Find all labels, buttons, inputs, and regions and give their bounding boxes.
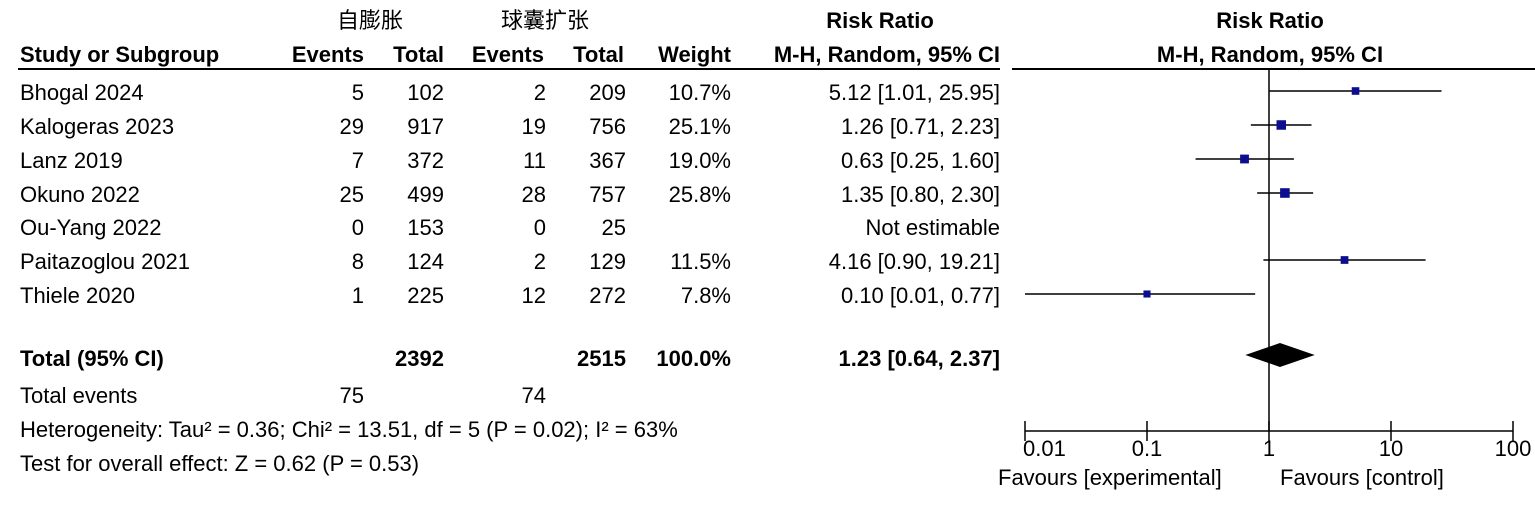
events2-cell: 28 xyxy=(521,182,546,207)
x-tick-label: 0.1 xyxy=(1132,436,1163,461)
effect-marker xyxy=(1351,87,1360,95)
events2-cell: 0 xyxy=(533,215,546,240)
total2-cell: 129 xyxy=(589,249,626,274)
effect-marker xyxy=(1143,290,1151,298)
events1-cell: 8 xyxy=(351,249,364,274)
study-name: Bhogal 2024 xyxy=(20,80,144,105)
total-events2: 74 xyxy=(521,383,546,408)
total-ci: 1.23 [0.64, 2.37] xyxy=(838,346,1000,371)
events2-cell: 12 xyxy=(521,283,546,308)
risk-ratio-table-header: Risk Ratio xyxy=(826,8,934,33)
study-column-header: Study or Subgroup xyxy=(20,42,220,67)
total-label: Total (95% CI) xyxy=(20,346,164,371)
total2-sum: 2515 xyxy=(577,346,626,371)
total2-cell: 756 xyxy=(589,114,626,139)
study-name: Paitazoglou 2021 xyxy=(20,249,191,274)
group1-header: 自膨胀 xyxy=(336,8,403,33)
x-tick-label: 0.01 xyxy=(1023,436,1066,461)
risk-ratio-plot-header: Risk Ratio xyxy=(1216,8,1324,33)
weight-cell: 25.1% xyxy=(668,114,731,139)
total1-sum: 2392 xyxy=(395,346,444,371)
total2-cell: 25 xyxy=(601,215,626,240)
study-name: Thiele 2020 xyxy=(20,283,135,308)
ci-cell: 1.35 [0.80, 2.30] xyxy=(840,182,1000,207)
ci-cell: Not estimable xyxy=(865,215,1000,240)
events2-cell: 11 xyxy=(523,148,546,173)
weight-cell: 11.5% xyxy=(670,249,731,274)
total1-cell: 372 xyxy=(407,148,444,173)
events1-cell: 0 xyxy=(351,215,364,240)
ci-cell: 4.16 [0.90, 19.21] xyxy=(828,249,1000,274)
total-weight: 100.0% xyxy=(656,346,731,371)
events1-cell: 29 xyxy=(339,114,364,139)
overall-effect-text: Test for overall effect: Z = 0.62 (P = 0… xyxy=(20,451,420,476)
plot-header-rule xyxy=(1012,68,1535,70)
group2-header: 球囊扩张 xyxy=(500,8,589,33)
total2-cell: 209 xyxy=(589,80,626,105)
events2-header: Events xyxy=(471,42,544,67)
effect-marker xyxy=(1276,120,1287,130)
ci-cell: 0.10 [0.01, 0.77] xyxy=(840,283,1000,308)
table-header-rule xyxy=(18,68,1000,70)
x-tick-label: 1 xyxy=(1263,436,1275,461)
favours-control-label: Favours [control] xyxy=(1280,465,1444,490)
total2-cell: 272 xyxy=(589,283,626,308)
study-name: Kalogeras 2023 xyxy=(20,114,175,139)
ci-cell: 0.63 [0.25, 1.60] xyxy=(840,148,1000,173)
study-name: Lanz 2019 xyxy=(20,148,123,173)
total1-cell: 124 xyxy=(407,249,444,274)
events1-header: Events xyxy=(291,42,364,67)
ci-cell: 5.12 [1.01, 25.95] xyxy=(828,80,1000,105)
pooled-diamond xyxy=(1245,343,1315,367)
total1-cell: 499 xyxy=(407,182,444,207)
effect-marker xyxy=(1240,154,1249,164)
effect-marker xyxy=(1340,256,1349,264)
method-table-header: M-H, Random, 95% CI xyxy=(773,42,1000,67)
events1-cell: 25 xyxy=(339,182,364,207)
favours-experimental-label: Favours [experimental] xyxy=(998,465,1222,490)
x-tick-label: 10 xyxy=(1379,436,1403,461)
method-plot-header: M-H, Random, 95% CI xyxy=(1156,42,1384,67)
total1-cell: 917 xyxy=(407,114,444,139)
total1-header: Total xyxy=(393,42,444,67)
total2-cell: 367 xyxy=(589,148,626,173)
total-events-label: Total events xyxy=(20,383,138,408)
total1-cell: 102 xyxy=(407,80,444,105)
weight-cell: 10.7% xyxy=(668,80,731,105)
total1-cell: 153 xyxy=(407,215,444,240)
weight-header: Weight xyxy=(658,42,731,67)
events2-cell: 2 xyxy=(533,80,546,105)
ci-cell: 1.26 [0.71, 2.23] xyxy=(840,114,1000,139)
heterogeneity-text: Heterogeneity: Tau² = 0.36; Chi² = 13.51… xyxy=(20,417,678,442)
study-name: Ou-Yang 2022 xyxy=(20,215,162,240)
weight-cell: 19.0% xyxy=(668,148,731,173)
events2-cell: 19 xyxy=(521,114,546,139)
effect-marker xyxy=(1280,188,1290,198)
x-tick-label: 100 xyxy=(1495,436,1532,461)
total-events1: 75 xyxy=(339,383,364,408)
events1-cell: 7 xyxy=(351,148,364,173)
weight-cell: 25.8% xyxy=(668,182,731,207)
events2-cell: 2 xyxy=(533,249,546,274)
total2-header: Total xyxy=(573,42,624,67)
study-name: Okuno 2022 xyxy=(20,182,140,207)
events1-cell: 5 xyxy=(351,80,364,105)
total1-cell: 225 xyxy=(407,283,444,308)
events1-cell: 1 xyxy=(351,283,364,308)
total2-cell: 757 xyxy=(589,182,626,207)
weight-cell: 7.8% xyxy=(680,283,731,308)
